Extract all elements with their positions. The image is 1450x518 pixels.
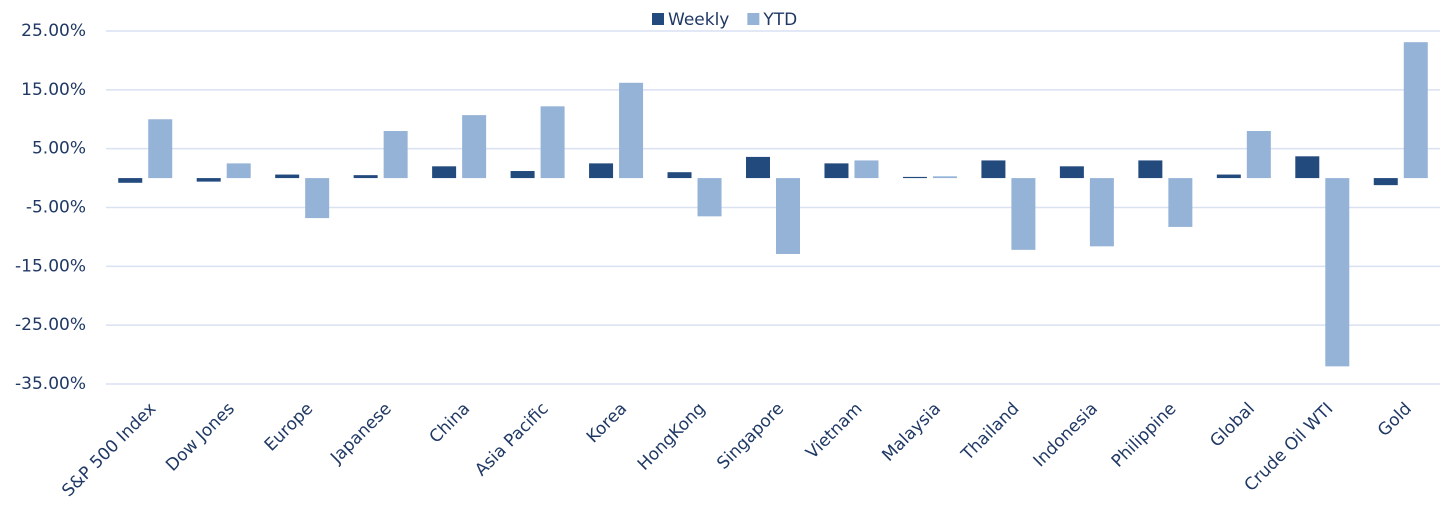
legend-label: Weekly xyxy=(668,10,729,30)
x-tick-label: HongKong xyxy=(634,399,710,475)
x-tick-label: Thailand xyxy=(957,399,1023,465)
y-tick-label: -5.00% xyxy=(26,198,86,218)
bar xyxy=(226,163,251,179)
bar xyxy=(353,175,378,179)
x-tick-label: Gold xyxy=(1374,399,1416,441)
bar xyxy=(776,178,800,254)
bar xyxy=(1138,160,1163,179)
bar xyxy=(824,163,849,179)
bar xyxy=(540,106,565,179)
x-tick-label: S&P 500 Index xyxy=(58,399,160,501)
bar xyxy=(1246,131,1271,179)
bar xyxy=(1168,178,1193,227)
y-tick-label: -35.00% xyxy=(15,374,86,394)
bar xyxy=(1216,174,1241,179)
bar xyxy=(697,178,722,217)
legend-label: YTD xyxy=(762,10,797,30)
bar xyxy=(932,176,957,179)
x-tick-label: Malaysia xyxy=(878,399,945,466)
bar xyxy=(1403,42,1428,179)
bar xyxy=(902,176,927,179)
bar xyxy=(462,115,487,179)
y-tick-label: -15.00% xyxy=(15,256,86,276)
x-tick-label: Japanese xyxy=(326,399,395,468)
bar xyxy=(383,131,408,179)
bar xyxy=(589,163,614,179)
x-tick-label: China xyxy=(426,399,474,447)
bar xyxy=(305,178,330,219)
legend-swatch xyxy=(652,13,664,25)
bar xyxy=(432,166,457,179)
bar xyxy=(148,119,173,179)
x-tick-label: Indonesia xyxy=(1030,399,1102,471)
bar xyxy=(981,160,1006,179)
bar xyxy=(1295,156,1320,179)
y-tick-label: 25.00% xyxy=(21,21,86,41)
bar xyxy=(118,178,143,183)
bar xyxy=(1325,178,1350,367)
x-tick-label: Philippine xyxy=(1108,399,1181,472)
x-tick-label: Asia Pacific xyxy=(471,399,552,480)
x-tick-label: Vietnam xyxy=(802,399,866,463)
bar xyxy=(1373,178,1398,186)
bar xyxy=(619,82,644,179)
bar xyxy=(667,172,692,179)
x-tick-label: Global xyxy=(1206,399,1258,451)
legend-swatch xyxy=(747,13,760,25)
x-tick-label: Singapore xyxy=(713,399,788,474)
x-tick-label: Europe xyxy=(261,399,317,455)
bar xyxy=(275,174,300,179)
y-tick-label: -25.00% xyxy=(15,315,86,335)
bar xyxy=(1059,166,1084,179)
y-tick-label: 15.00% xyxy=(21,80,86,100)
x-tick-label: Dow Jones xyxy=(162,399,239,476)
bar xyxy=(854,160,879,179)
x-tick-label: Korea xyxy=(583,399,631,447)
y-tick-label: 5.00% xyxy=(32,139,86,159)
bar xyxy=(196,178,221,182)
bar xyxy=(1089,178,1114,247)
bar xyxy=(510,171,535,179)
bar xyxy=(1011,178,1036,250)
bar xyxy=(746,156,770,179)
